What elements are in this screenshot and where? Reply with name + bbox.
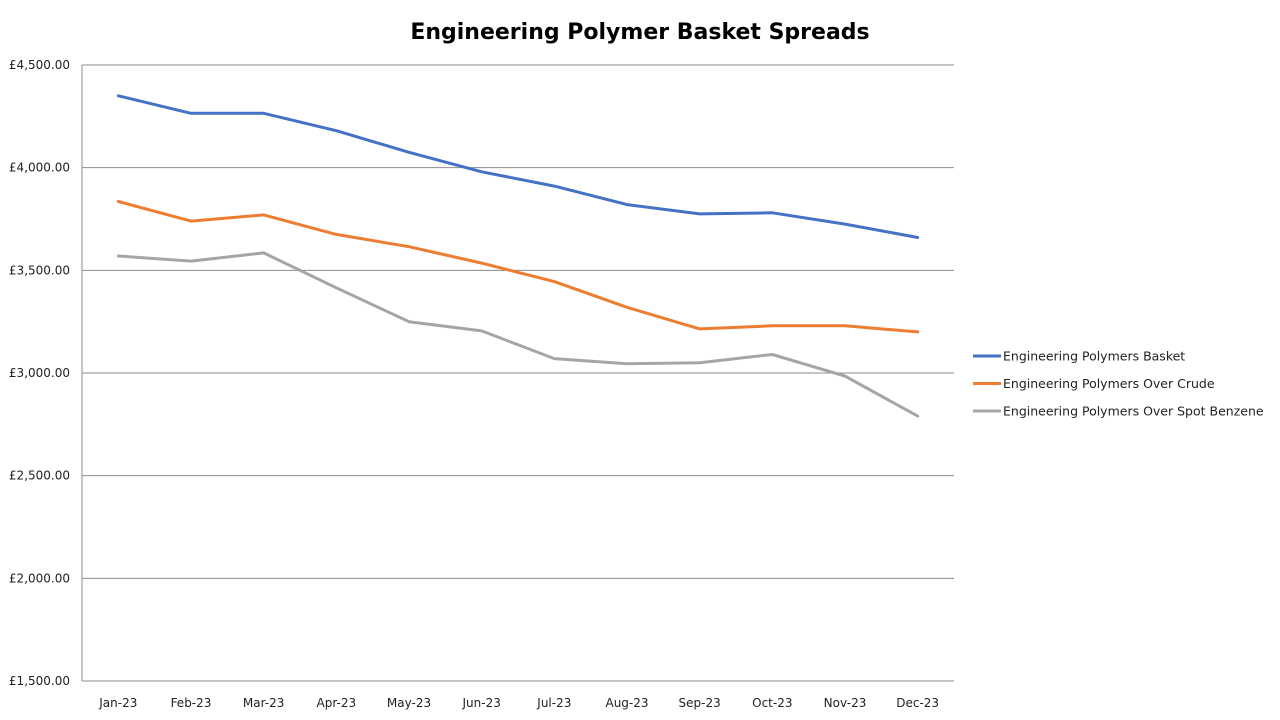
x-tick-label: Apr-23 (317, 696, 357, 710)
x-tick-label: Sep-23 (679, 696, 721, 710)
series-line-0 (116, 94, 920, 239)
legend-label-0: Engineering Polymers Basket (1003, 349, 1185, 364)
y-tick-label: £3,500.00 (9, 263, 70, 277)
x-tick-label: Mar-23 (243, 696, 284, 710)
x-tick-label: May-23 (387, 696, 431, 710)
series-line-2 (116, 251, 920, 418)
x-tick-label: Dec-23 (896, 696, 939, 710)
x-axis-tick-labels: Jan-23 Feb-23 Mar-23 Apr-23 May-23 Jun-23 Jul-… (98, 696, 939, 710)
series-line-1 (116, 200, 920, 334)
series-lines (116, 94, 920, 418)
chart-title: Engineering Polymer Basket Spreads (410, 20, 869, 45)
y-tick-label: £4,000.00 (9, 161, 70, 175)
x-tick-label: Aug-23 (605, 696, 648, 710)
y-tick-label: £4,500.00 (9, 58, 70, 72)
x-tick-label: Oct-23 (752, 696, 792, 710)
x-tick-label: Jan-23 (98, 696, 137, 710)
y-tick-label: £3,000.00 (9, 366, 70, 380)
y-tick-label: £1,500.00 (9, 674, 70, 688)
legend-label-1: Engineering Polymers Over Crude (1003, 376, 1215, 391)
legend: Engineering Polymers Basket Engineering P… (973, 349, 1264, 419)
y-tick-label: £2,000.00 (9, 571, 70, 585)
x-tick-label: Jul-23 (536, 696, 571, 710)
x-tick-label: Feb-23 (171, 696, 212, 710)
x-tick-label: Nov-23 (824, 696, 867, 710)
y-tick-label: £2,500.00 (9, 469, 70, 483)
gridlines (82, 64, 954, 682)
y-axis-tick-labels: £1,500.00 £2,000.00 £2,500.00 £3,000.00 £3,5… (9, 58, 70, 688)
legend-label-2: Engineering Polymers Over Spot Benzene (1003, 404, 1264, 419)
x-tick-label: Jun-23 (461, 696, 500, 710)
